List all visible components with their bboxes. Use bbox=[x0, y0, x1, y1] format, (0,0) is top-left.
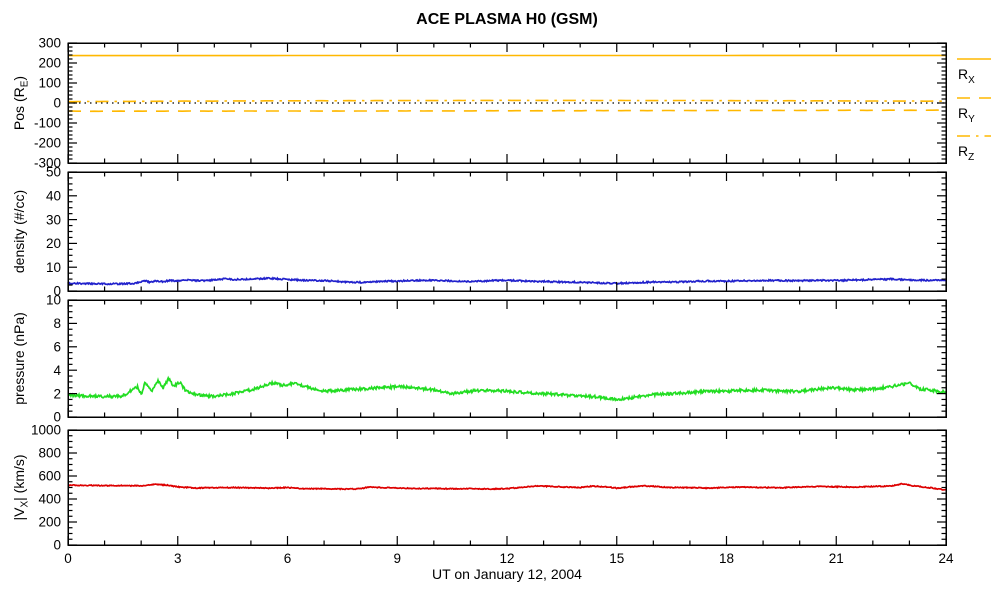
y-tick-label: 10 bbox=[46, 293, 61, 308]
x-tick-label: 15 bbox=[609, 551, 624, 566]
legend-rz-sub: Z bbox=[968, 152, 975, 163]
series-proton-density bbox=[68, 276, 946, 286]
series-group-1 bbox=[68, 276, 946, 286]
series-R_Z bbox=[68, 99, 946, 103]
x-tick-label: 18 bbox=[719, 551, 734, 566]
panel-frame-0 bbox=[67, 42, 947, 164]
y-tick-label: 1000 bbox=[31, 423, 61, 438]
y-tick-label: 40 bbox=[46, 189, 61, 204]
y-tick-label: 30 bbox=[46, 212, 61, 227]
y-tick-label: 100 bbox=[38, 76, 61, 91]
y-tick-label: 8 bbox=[53, 316, 61, 331]
y-tick-label: 400 bbox=[38, 492, 61, 507]
panel-frame-2 bbox=[67, 299, 947, 418]
series-vx-speed bbox=[68, 482, 946, 491]
x-tick-label: 21 bbox=[829, 551, 844, 566]
legend-ry-base: R bbox=[958, 105, 969, 121]
y-tick-label: -300 bbox=[34, 156, 61, 171]
x-tick-label: 12 bbox=[499, 551, 514, 566]
y-tick-label: 6 bbox=[53, 340, 61, 355]
chart-title: ACE PLASMA H0 (GSM) bbox=[416, 11, 598, 28]
y-tick-label: 0 bbox=[53, 96, 61, 111]
series-flow-pressure bbox=[68, 375, 946, 402]
y-axis-label-3: |VX| (km/s) bbox=[11, 454, 31, 520]
y-tick-label: 200 bbox=[38, 56, 61, 71]
y-tick-label: 2 bbox=[53, 386, 61, 401]
y-tick-label: 20 bbox=[46, 236, 61, 251]
series-group-2 bbox=[68, 375, 946, 402]
x-tick-label: 3 bbox=[174, 551, 182, 566]
y-tick-label: 0 bbox=[53, 284, 61, 299]
y-axis-label-2: pressure (nPa) bbox=[11, 312, 27, 405]
y-axis-label-0: Pos (RE) bbox=[11, 76, 31, 130]
y-tick-label: 0 bbox=[53, 538, 61, 553]
y-tick-label: 300 bbox=[38, 36, 61, 51]
y-tick-label: 10 bbox=[46, 260, 61, 275]
series-R_Y bbox=[68, 109, 946, 113]
series-group-0 bbox=[68, 54, 946, 113]
legend-rx-base: R bbox=[958, 66, 969, 82]
legend-ry-sub: Y bbox=[968, 114, 975, 125]
y-tick-label: 800 bbox=[38, 446, 61, 461]
y-tick-label: 4 bbox=[53, 363, 61, 378]
x-tick-label: 24 bbox=[938, 551, 954, 566]
legend-rx-sub: X bbox=[968, 75, 975, 86]
y-tick-label: 0 bbox=[53, 410, 61, 425]
y-tick-label: 200 bbox=[38, 515, 61, 530]
y-tick-label: 600 bbox=[38, 469, 61, 484]
x-tick-label: 9 bbox=[393, 551, 401, 566]
legend-label-rz: RZ bbox=[958, 143, 974, 163]
y-tick-label: -200 bbox=[34, 136, 61, 151]
series-group-3 bbox=[68, 482, 946, 491]
x-axis-title: UT on January 12, 2004 bbox=[432, 566, 582, 582]
legend-label-rx: RX bbox=[958, 66, 975, 86]
x-tick-label: 0 bbox=[64, 551, 72, 566]
x-tick-label: 6 bbox=[284, 551, 292, 566]
legend-rz-base: R bbox=[958, 143, 969, 159]
y-tick-label: -100 bbox=[34, 116, 61, 131]
legend-label-ry: RY bbox=[958, 105, 975, 125]
y-tick-label: 50 bbox=[46, 165, 61, 180]
y-axis-label-1: density (#/cc) bbox=[11, 190, 27, 273]
panel-frame-1 bbox=[67, 171, 947, 292]
